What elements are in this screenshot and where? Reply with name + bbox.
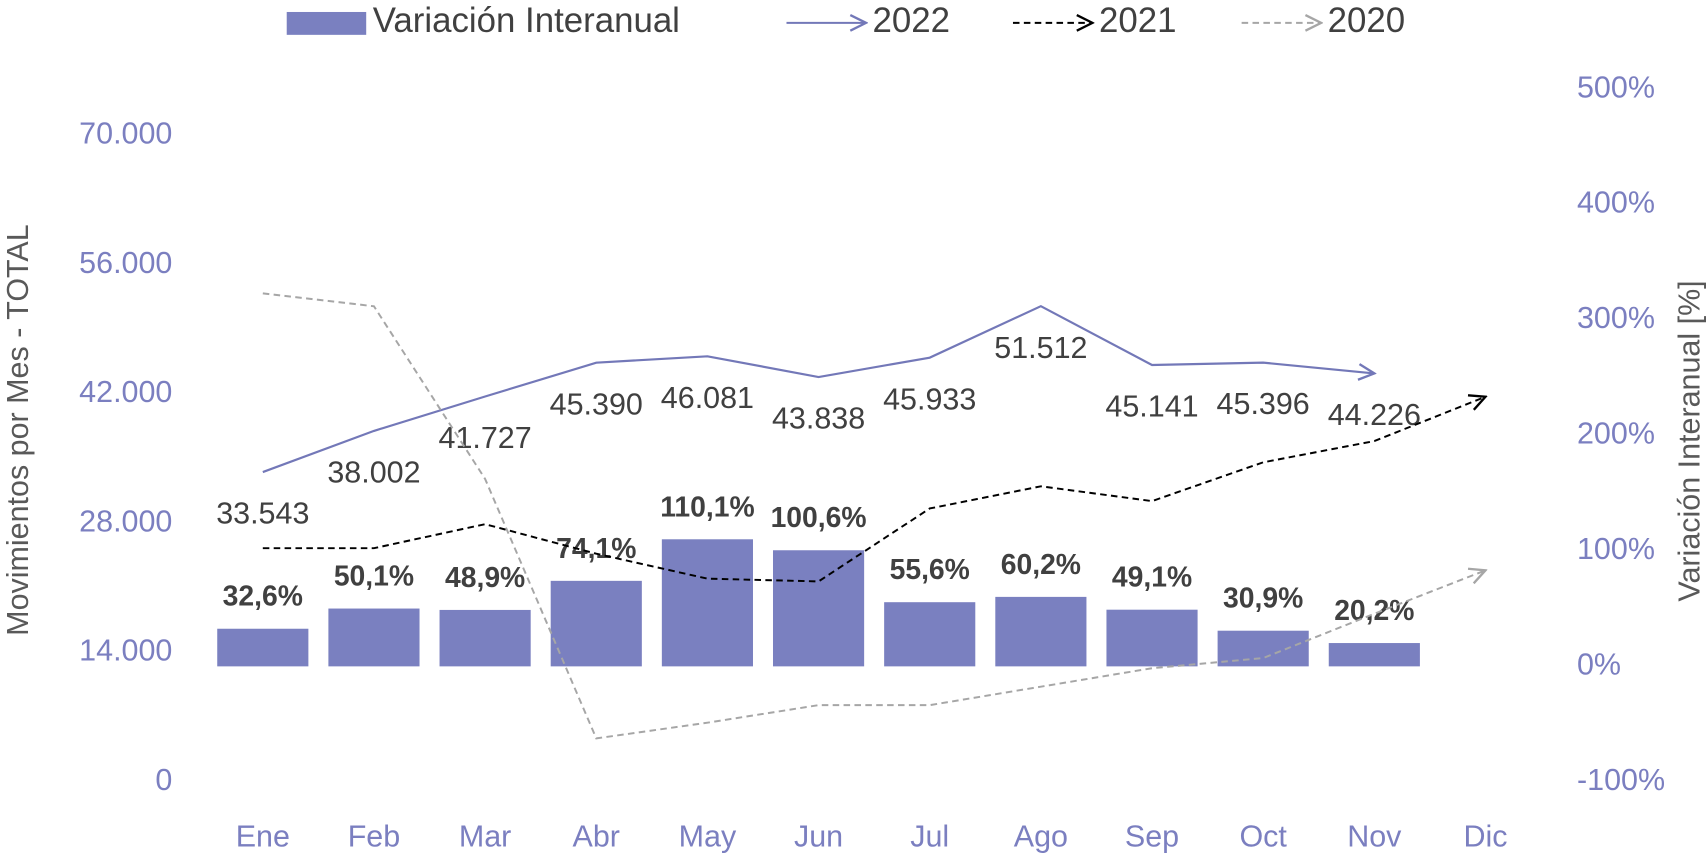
line-value-label: 43.838: [772, 402, 865, 436]
line-value-label: 33.543: [216, 497, 309, 531]
bar: [772, 550, 865, 667]
x-tick-label: Dic: [1463, 819, 1507, 853]
bar: [995, 596, 1087, 667]
x-tick-label: May: [679, 819, 737, 853]
bar: [1217, 630, 1309, 667]
bar-value-label: 20,2%: [1334, 594, 1414, 626]
line-value-label: 45.390: [550, 387, 643, 421]
legend-swatch: [286, 11, 367, 35]
bar: [661, 539, 753, 667]
bar-value-label: 74,1%: [556, 532, 636, 564]
x-tick-label: Ago: [1014, 819, 1068, 853]
line-value-label: 44.226: [1328, 398, 1421, 432]
x-tick-label: Mar: [459, 819, 511, 853]
y-tick-label: 14.000: [79, 634, 172, 668]
y2-tick-label: 0%: [1577, 647, 1621, 681]
legend-label: 2021: [1099, 1, 1176, 40]
x-tick-label: Jun: [794, 819, 843, 853]
bar: [439, 609, 531, 667]
legend-label: Variación Interanual: [373, 1, 680, 40]
line-value-label: 45.396: [1217, 387, 1310, 421]
bar: [1106, 609, 1198, 667]
x-tick-label: Ene: [236, 819, 290, 853]
x-tick-label: Sep: [1125, 819, 1179, 853]
line-value-label: 38.002: [327, 455, 420, 489]
bar: [1328, 643, 1420, 667]
bar-value-label: 32,6%: [223, 580, 303, 612]
bar: [884, 602, 976, 667]
y-tick-label: 28.000: [79, 504, 172, 538]
line-value-label: 45.933: [883, 382, 976, 416]
x-tick-label: Abr: [573, 819, 620, 853]
y-tick-label: 42.000: [79, 375, 172, 409]
y2-tick-label: 200%: [1577, 417, 1655, 451]
bar-value-label: 110,1%: [660, 490, 754, 522]
bar-value-label: 60,2%: [1001, 548, 1081, 580]
y2-tick-label: -100%: [1577, 763, 1665, 797]
y-axis-title: Movimientos por Mes - TOTAL: [1, 224, 35, 635]
bar: [217, 628, 309, 667]
bar-value-label: 100,6%: [771, 501, 867, 533]
x-tick-label: Nov: [1347, 819, 1402, 853]
y2-tick-label: 300%: [1577, 301, 1655, 335]
legend-label: 2020: [1328, 1, 1405, 40]
bar: [328, 608, 420, 667]
bar-value-label: 48,9%: [445, 561, 525, 593]
bar-value-label: 50,1%: [334, 560, 414, 592]
y2-tick-label: 100%: [1577, 532, 1655, 566]
bar-value-label: 30,9%: [1223, 582, 1303, 614]
x-tick-label: Jul: [910, 819, 949, 853]
line-value-label: 41.727: [439, 421, 532, 455]
line: [262, 292, 1486, 740]
y2-tick-label: 400%: [1577, 186, 1655, 220]
y-tick-label: 0: [155, 763, 172, 797]
bar-value-label: 55,6%: [890, 553, 970, 585]
bar: [550, 580, 642, 667]
line: [262, 397, 1486, 583]
line-value-label: 45.141: [1105, 390, 1198, 424]
y2-axis-title: Variación Interanual [%]: [1672, 280, 1706, 601]
line-value-label: 51.512: [994, 331, 1087, 365]
y2-tick-label: 500%: [1577, 70, 1655, 104]
y-tick-label: 56.000: [79, 246, 172, 280]
x-tick-label: Oct: [1239, 819, 1287, 853]
line-value-label: 46.081: [661, 381, 754, 415]
y-tick-label: 70.000: [79, 116, 172, 150]
line: [262, 304, 1375, 474]
x-tick-label: Feb: [348, 819, 401, 853]
bar-value-label: 49,1%: [1112, 561, 1192, 593]
legend-label: 2022: [873, 1, 950, 40]
